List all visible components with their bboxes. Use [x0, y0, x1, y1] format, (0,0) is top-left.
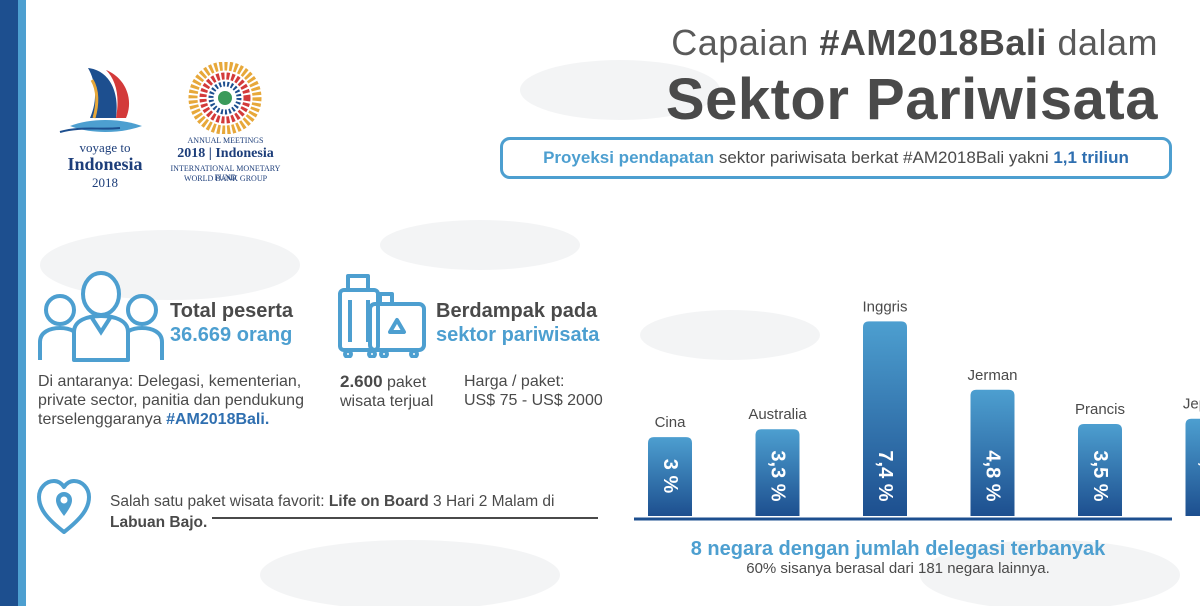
bar-category-label: Australia [748, 406, 807, 423]
banner-part3: 1,1 triliun [1053, 148, 1129, 167]
participants-desc-hashtag: #AM2018Bali. [166, 411, 270, 428]
tourism-subtitle: sektor pariwisata [436, 324, 600, 346]
favorite-package-text: Salah satu paket wisata favorit: Life on… [110, 491, 610, 533]
participants-value: 36.669 orang [170, 324, 293, 346]
bar-value-label: 3,3 % [767, 450, 789, 501]
voyage-logo-line1: voyage to [79, 140, 131, 155]
packages-sold: 2.600 paket wisata terjual [340, 372, 460, 411]
bar-value-label: 7,4 % [874, 450, 896, 501]
heart-location-icon [37, 479, 91, 534]
people-group-icon [38, 271, 164, 362]
voyage-logo-line2: Indonesia [67, 154, 143, 174]
left-accent-bar-light [18, 0, 26, 606]
favorite-place: Labuan Bajo. [110, 514, 208, 531]
favorite-underline [212, 517, 598, 519]
left-accent-bar [0, 0, 18, 606]
am-logo-line4: WORLD BANK GROUP [183, 174, 268, 183]
voyage-logo-line3: 2018 [92, 175, 118, 190]
background-cloud [260, 540, 560, 606]
luggage-icon [338, 274, 426, 358]
chart-headline: 8 negara dengan jumlah delegasi terbanya… [690, 538, 1106, 560]
bar-inggris [863, 321, 907, 516]
chart-footnote: 60% sisanya berasal dari 181 negara lain… [746, 560, 1050, 577]
package-price-value: US$ 75 - US$ 2000 [464, 392, 603, 409]
background-cloud [380, 220, 580, 270]
voyage-to-indonesia-logo: voyage to Indonesia 2018 [50, 60, 160, 200]
page-title: Sektor Pariwisata [665, 67, 1158, 132]
background-cloud [640, 310, 820, 360]
package-price: Harga / paket: US$ 75 - US$ 2000 [464, 372, 634, 410]
participants-desc-text: Di antaranya: Delegasi, kementerian, pri… [38, 373, 304, 428]
bar-australia [755, 429, 800, 516]
banner-part1: Proyeksi pendapatan [543, 148, 715, 167]
title-prefix: Capaian [671, 22, 820, 63]
am-logo-line1: ANNUAL MEETINGS [187, 136, 264, 145]
am-logo-line3: INTERNATIONAL MONETARY FUND [170, 164, 281, 182]
banner-part2: sektor pariwisata berkat #AM2018Bali yak… [714, 148, 1054, 167]
revenue-projection-banner: Proyeksi pendapatan sektor pariwisata be… [500, 137, 1172, 179]
background-cloud [920, 540, 1180, 606]
bar-category-label: Inggris [862, 298, 907, 315]
title-hashtag: #AM2018Bali [819, 22, 1047, 63]
favorite-prefix: Salah satu paket wisata favorit: [110, 493, 329, 510]
bar-jerman [970, 389, 1015, 516]
bar-value-label: 3 % [659, 459, 681, 494]
bar-cina [648, 437, 692, 516]
packages-sold-value: 2.600 [340, 372, 383, 391]
flags-globe-icon [188, 61, 262, 135]
annual-meetings-logo: ANNUAL MEETINGS 2018 | Indonesia INTERNA… [168, 61, 283, 202]
tourism-title: Berdampak pada [436, 300, 598, 322]
bar-category-label: Cina [655, 414, 687, 431]
title-suffix: dalam [1046, 22, 1158, 63]
bar-value-label: 3,5 % [1089, 450, 1111, 501]
bar-value-label: 4,8 % [982, 450, 1004, 501]
participants-title: Total peserta [170, 300, 293, 322]
packages-sold-label1: paket [382, 374, 427, 391]
am-logo-line2: 2018 | Indonesia [177, 146, 274, 161]
bar-prancis [1078, 423, 1122, 516]
bar-category-label: Jepang [1183, 396, 1200, 413]
page-title-line1: Capaian #AM2018Bali dalam [671, 22, 1158, 64]
packages-sold-label2: wisata terjual [340, 393, 434, 410]
sailboat-icon [59, 68, 142, 133]
bar-jepang [1185, 418, 1200, 516]
favorite-middle: 3 Hari 2 Malam di [428, 493, 559, 510]
background-cloud [520, 60, 720, 120]
bar-value-label: 3,7 % [1197, 450, 1200, 501]
bar-category-label: Jerman [967, 367, 1017, 384]
participants-description: Di antaranya: Delegasi, kementerian, pri… [38, 372, 318, 429]
bar-category-label: Prancis [1075, 401, 1125, 418]
favorite-highlight: Life on Board [328, 493, 429, 510]
package-price-label: Harga / paket: [464, 373, 565, 390]
